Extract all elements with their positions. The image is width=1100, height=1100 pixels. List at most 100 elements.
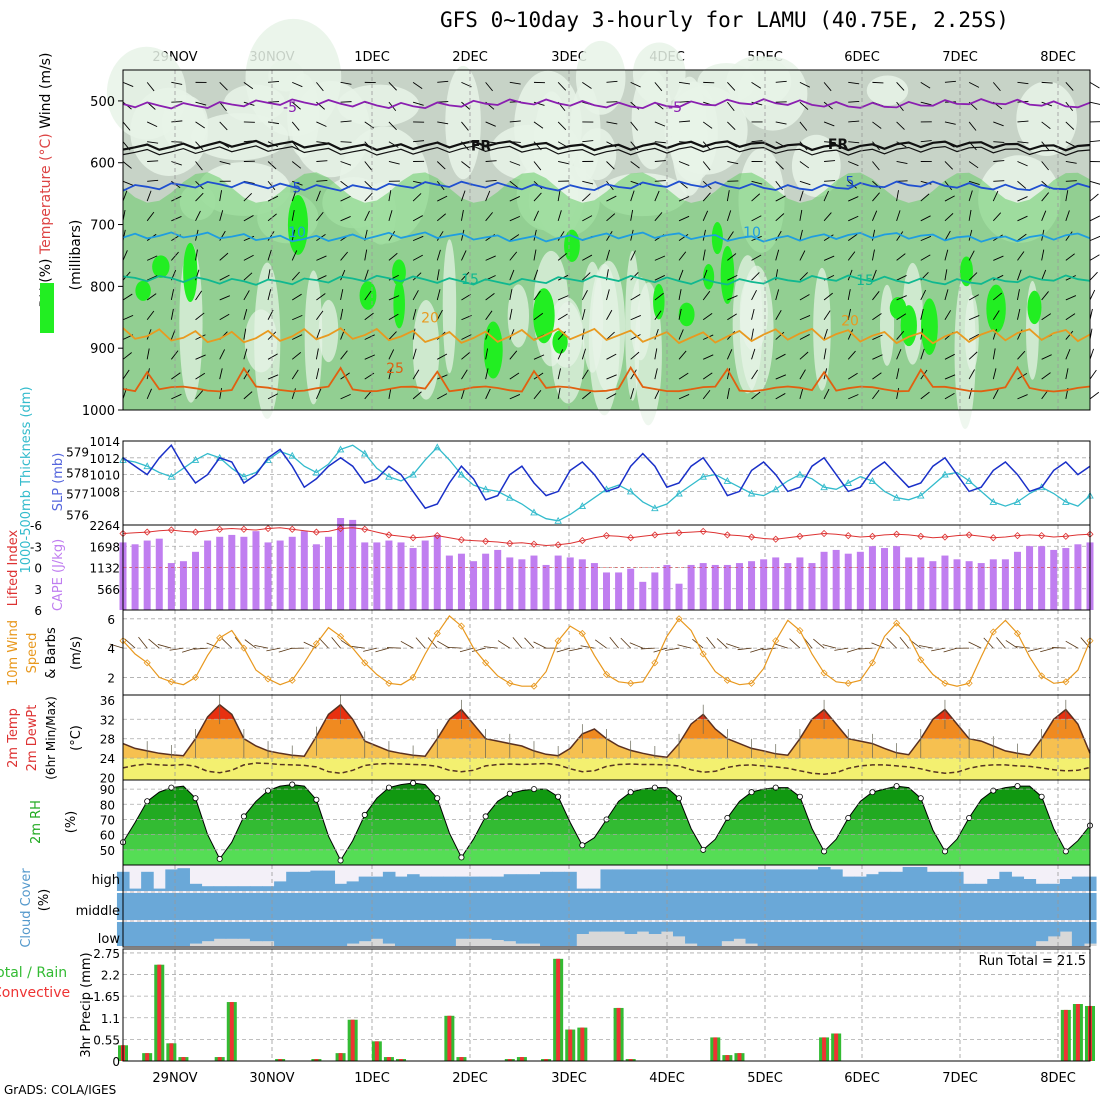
lifted-index-marker xyxy=(723,531,731,539)
cloud-bar-low-bg xyxy=(455,922,468,939)
wind-barb xyxy=(775,289,780,301)
cloud-bar-middle xyxy=(467,893,481,920)
cloud-bar-low xyxy=(733,938,747,946)
wind-barb xyxy=(992,368,997,380)
wind-barb xyxy=(195,312,205,321)
wind10m-barb xyxy=(556,647,571,653)
wind-barb xyxy=(122,369,130,380)
thickness-marker xyxy=(143,462,151,470)
cape-bar xyxy=(1074,544,1082,610)
cloud-bar-high xyxy=(479,876,493,891)
wind10m-barb xyxy=(193,647,208,650)
cloud-bar-high xyxy=(177,868,190,891)
cloud-bar-high xyxy=(237,886,251,891)
wind-barb xyxy=(751,215,762,222)
wind-barb xyxy=(726,349,733,360)
date-label-top: 7DEC xyxy=(942,50,978,65)
wind10m-barb xyxy=(350,645,365,649)
thickness-tick-label: 577 xyxy=(66,488,89,502)
wind-barb xyxy=(582,140,594,143)
wind-barb xyxy=(509,234,520,241)
wind-barb xyxy=(992,82,1001,92)
wind-barb xyxy=(170,308,174,320)
wind-barb xyxy=(315,368,320,380)
date-label-bottom: 30NOV xyxy=(249,1071,294,1086)
rh2m-tick-label: 50 xyxy=(100,844,115,858)
wind-ylabel-2: Speed xyxy=(25,633,40,674)
cloud-bar-high xyxy=(358,876,372,891)
wind-barb xyxy=(316,121,327,127)
wind-barb xyxy=(968,190,973,202)
wind-barb xyxy=(799,294,810,301)
wind-barb xyxy=(485,368,489,380)
wind10m-barb xyxy=(931,647,946,652)
wind-barb xyxy=(702,192,711,202)
rh-dry-column xyxy=(412,300,440,400)
wind-barb xyxy=(485,310,493,321)
rh2m-marker xyxy=(410,780,417,787)
wind-barb xyxy=(412,290,419,301)
cloud-bar-middle xyxy=(370,893,384,920)
wind-barb xyxy=(775,249,780,261)
wind10m-barb xyxy=(968,641,982,649)
lifted-index-marker xyxy=(941,533,949,541)
cape-bar xyxy=(1050,549,1058,610)
wind-barb xyxy=(291,293,302,301)
wind-barb xyxy=(461,369,468,380)
date-label-bottom: 7DEC xyxy=(942,1071,978,1086)
thickness-tick-label: 576 xyxy=(66,509,89,523)
wind-barb xyxy=(364,334,375,340)
wind-barb xyxy=(654,190,660,202)
cloud-bar-low-bg xyxy=(612,922,626,932)
wind-barb xyxy=(727,253,737,261)
cloud-bar-middle xyxy=(129,893,142,920)
upper-air-ylabel2: (millibars) xyxy=(68,220,84,291)
wind-barb xyxy=(582,81,592,89)
wind-barb xyxy=(993,292,1003,301)
wind-barb xyxy=(315,190,321,202)
wind10m-marker xyxy=(989,628,997,636)
cloud-bar-middle xyxy=(177,893,190,920)
wind-barb xyxy=(533,269,539,281)
thickness-marker xyxy=(360,449,369,457)
cloud-bar-high xyxy=(382,871,396,891)
lifted-index-marker xyxy=(433,532,441,540)
wind10m-barb xyxy=(244,639,257,649)
wind-barb xyxy=(1017,196,1028,202)
cape-bar xyxy=(905,557,913,610)
cloud-bar-middle xyxy=(249,893,263,920)
contour-label: -5 xyxy=(283,100,297,116)
cloud-bar-middle xyxy=(854,893,867,920)
wind-barb xyxy=(315,329,321,340)
temperature-contour xyxy=(122,231,1091,243)
wind-barb xyxy=(1041,210,1047,222)
rh-dry-patch xyxy=(671,76,708,196)
thickness-marker xyxy=(675,489,683,497)
cloud-bar-high xyxy=(310,870,323,891)
wind-barb xyxy=(1065,253,1075,261)
wind-tick-label: 6 xyxy=(107,613,115,627)
cape-bar xyxy=(868,546,876,610)
precip-convective-bar xyxy=(386,1057,391,1061)
cape-bar xyxy=(687,564,695,610)
cloud-bar-middle xyxy=(298,893,311,920)
cloud-bar-low-bg xyxy=(938,922,952,946)
cloud-bar-middle xyxy=(612,893,626,920)
cape-bar xyxy=(179,561,187,610)
cloud-bar-low xyxy=(685,943,698,946)
wind-barb xyxy=(437,393,448,400)
wind-barb xyxy=(582,180,594,185)
wind-barb xyxy=(678,289,682,301)
wind-barb xyxy=(388,313,399,321)
wind-barb xyxy=(872,334,883,340)
wind-barb xyxy=(968,388,973,399)
wind10m-barb xyxy=(331,637,341,649)
thickness-marker xyxy=(288,451,296,459)
wind-barb xyxy=(219,387,223,399)
wind10m-barb xyxy=(1015,646,1030,649)
wind-barb xyxy=(533,101,545,106)
wind-barb xyxy=(316,160,328,162)
wind-barb xyxy=(171,372,181,380)
wind-barb xyxy=(195,210,201,222)
wind-barb xyxy=(872,313,882,321)
